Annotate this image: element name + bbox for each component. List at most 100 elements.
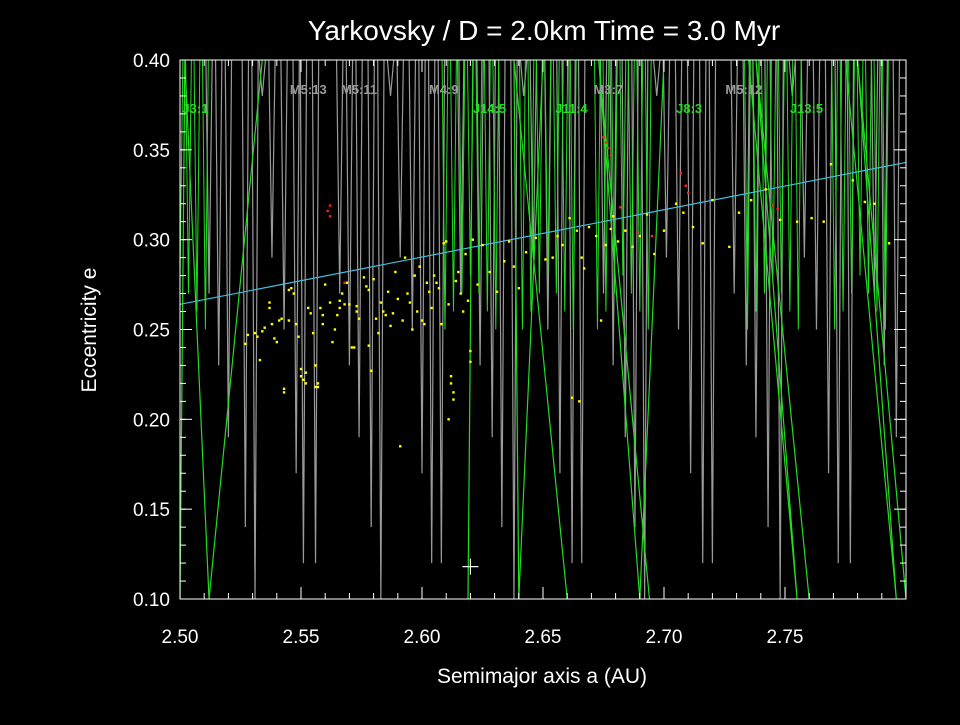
mars-resonance-line: [880, 60, 888, 366]
chart-title: Yarkovsky / D = 2.0km Time = 3.0 Myr: [308, 15, 781, 46]
jupiter-resonance-label: J13:5: [790, 101, 823, 116]
asteroid-point: [442, 242, 445, 245]
asteroid-point: [449, 375, 453, 378]
jupiter-resonance-spike: [831, 60, 839, 330]
asteroid-point: [273, 337, 276, 340]
asteroid-point: [481, 243, 484, 247]
asteroid-point: [764, 188, 767, 191]
boundary-line: [180, 161, 906, 305]
asteroid-point: [447, 303, 450, 306]
asteroid-point: [367, 344, 370, 347]
asteroid-point: [863, 200, 867, 204]
mars-resonance-label: M4:9: [429, 82, 459, 97]
jupiter-resonance-spike: [466, 60, 474, 276]
mars-resonance-label: M3:7: [594, 82, 624, 97]
jupiter-resonance-spike: [644, 60, 652, 330]
mars-resonance-line: [345, 60, 354, 366]
asteroid-point: [476, 283, 479, 286]
asteroid-point: [466, 299, 470, 302]
asteroid-point: [662, 229, 666, 232]
jupiter-resonance-spike: [602, 60, 610, 312]
asteroid-point: [469, 360, 472, 364]
asteroid-point: [507, 240, 511, 243]
mars-resonance-line: [892, 60, 901, 438]
mars-resonance-line: [730, 60, 738, 294]
asteroid-point: [394, 270, 397, 274]
mars-resonance-line: [686, 60, 695, 474]
asteroid-point: [701, 242, 704, 245]
asteroid-point-flagged: [602, 136, 605, 139]
jupiter-resonance-spike: [848, 60, 855, 294]
asteroid-point: [324, 283, 327, 286]
asteroid-point-flagged: [326, 209, 329, 213]
asteroid-point: [290, 286, 293, 290]
y-tick-label: 0.10: [133, 590, 170, 611]
asteroid-point: [452, 391, 455, 394]
asteroid-point: [353, 346, 356, 349]
asteroid-point: [386, 290, 390, 293]
jupiter-resonance-spike: [794, 60, 802, 330]
asteroid-point: [294, 322, 298, 326]
x-tick-label: 2.55: [283, 627, 320, 648]
jupiter-resonance-spike: [856, 60, 864, 276]
asteroid-point: [580, 256, 583, 259]
x-tick-label: 2.65: [525, 627, 562, 648]
y-tick-label: 0.40: [133, 51, 170, 72]
asteroid-point: [340, 292, 344, 295]
asteroid-point: [343, 303, 346, 306]
asteroid-point: [503, 260, 506, 263]
asteroid-point: [517, 286, 520, 290]
asteroid-point: [711, 198, 714, 202]
asteroid-point: [595, 234, 598, 238]
asteroid-point: [452, 398, 455, 401]
asteroid-point: [795, 220, 799, 223]
asteroid-point: [297, 335, 300, 338]
asteroid-point: [445, 240, 448, 243]
asteroid-point: [604, 243, 608, 247]
y-tick-label: 0.30: [133, 231, 170, 252]
asteroid-point: [362, 276, 366, 279]
asteroid-point: [268, 306, 271, 310]
asteroid-point-flagged: [343, 281, 346, 284]
asteroid-point: [331, 340, 334, 344]
mars-resonance-line: [662, 60, 671, 258]
x-tick-label: 2.50: [162, 627, 199, 648]
asteroid-point: [338, 306, 341, 310]
asteroid-point: [316, 385, 320, 389]
jupiter-resonance-spike: [202, 60, 209, 330]
asteroid-point: [691, 225, 695, 229]
jupiter-resonance-spike: [786, 60, 794, 312]
jupiter-resonance-spike: [610, 60, 618, 294]
asteroid-point: [367, 288, 370, 292]
axes-group: 2.50 2.55 2.60 2.65 2.70 2.75 0.10 0.15 0.20 0.25…: [133, 51, 907, 648]
jupiter-resonance-line: [844, 60, 906, 599]
mars-resonance-line: [396, 60, 404, 258]
mars-resonance-line: [698, 60, 707, 564]
jupiter-resonance-spike: [193, 60, 201, 312]
mars-resonance-label: M5:13: [290, 82, 327, 97]
asteroid-point: [316, 382, 320, 385]
asteroid-point: [321, 313, 324, 317]
asteroid-point: [280, 317, 283, 320]
asteroid-point: [365, 285, 368, 288]
asteroid-point: [244, 342, 247, 346]
jupiter-resonance-line: [467, 60, 474, 599]
asteroid-point: [631, 245, 634, 249]
asteroid-point: [457, 270, 460, 274]
asteroid-point: [399, 445, 402, 448]
asteroid-point: [488, 270, 491, 274]
asteroid-point: [435, 281, 438, 284]
mars-resonance-line: [367, 60, 375, 528]
y-tick-label: 0.35: [133, 141, 170, 162]
jupiter-resonance-spike: [873, 60, 881, 312]
jupiter-resonance-spike: [561, 60, 569, 312]
jupiter-resonance-spike: [441, 60, 449, 330]
jupiter-resonance-spike: [527, 60, 535, 312]
asteroid-point: [568, 216, 571, 220]
asteroid-point: [411, 328, 414, 331]
asteroid-point-flagged: [771, 204, 775, 207]
mars-resonance-line: [577, 60, 586, 564]
jupiter-resonance-spike: [483, 60, 491, 312]
mars-resonance-line: [224, 60, 233, 438]
jupiter-resonance-spike: [839, 60, 847, 312]
